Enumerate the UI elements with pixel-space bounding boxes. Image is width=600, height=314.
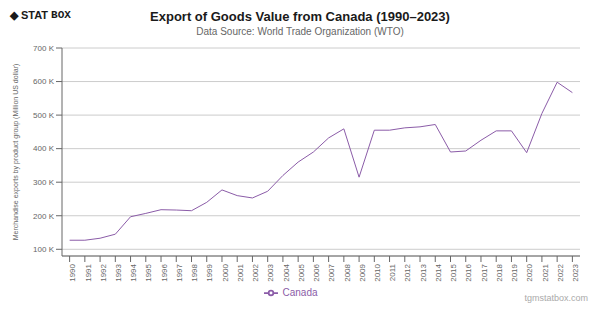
svg-text:2006: 2006	[312, 263, 321, 281]
html-text:Export of Goods Value from Can: Export of Goods Value from Canada (1990–…	[150, 9, 450, 24]
svg-text:2012: 2012	[403, 263, 412, 281]
svg-text:2020: 2020	[525, 263, 534, 281]
svg-text:2008: 2008	[343, 263, 352, 281]
svg-text:2003: 2003	[266, 263, 275, 281]
html-text:Data Source: World Trade Organ: Data Source: World Trade Organization (W…	[196, 26, 404, 37]
svg-text:1994: 1994	[129, 263, 138, 281]
svg-text:600 K: 600 K	[33, 77, 55, 86]
svg-text:2017: 2017	[480, 263, 489, 281]
svg-text:1997: 1997	[175, 263, 184, 281]
svg-text:200 K: 200 K	[33, 212, 55, 221]
svg-text:400 K: 400 K	[33, 144, 55, 153]
html-text:Canada: Canada	[282, 286, 318, 298]
svg-text:2013: 2013	[419, 263, 428, 281]
svg-text:100 K: 100 K	[33, 245, 55, 254]
svg-text:2010: 2010	[373, 263, 382, 281]
svg-text:2015: 2015	[449, 263, 458, 281]
svg-text:1998: 1998	[190, 263, 199, 281]
svg-text:300 K: 300 K	[33, 178, 55, 187]
svg-text:1992: 1992	[99, 263, 108, 281]
svg-text:2018: 2018	[495, 263, 504, 281]
svg-text:1990: 1990	[68, 263, 77, 281]
svg-text:2019: 2019	[510, 263, 519, 281]
svg-text:1991: 1991	[84, 263, 93, 281]
svg-text:1999: 1999	[205, 263, 214, 281]
svg-text:1996: 1996	[160, 263, 169, 281]
svg-text:2009: 2009	[358, 263, 367, 281]
svg-text:2004: 2004	[282, 263, 291, 281]
svg-text:2002: 2002	[251, 263, 260, 281]
svg-text:500 K: 500 K	[33, 111, 55, 120]
html-text:◆ STAT BOX: ◆ STAT BOX	[10, 9, 71, 21]
svg-text:2011: 2011	[388, 263, 397, 281]
svg-text:2001: 2001	[236, 263, 245, 281]
svg-text:Merchandise exports by product: Merchandise exports by product group (Mi…	[12, 64, 20, 241]
svg-text:700 K: 700 K	[33, 44, 55, 53]
svg-text:1995: 1995	[144, 263, 153, 281]
svg-text:2023: 2023	[571, 263, 580, 281]
html-text:tgmstatbox.com: tgmstatbox.com	[524, 293, 588, 303]
svg-text:2022: 2022	[556, 263, 565, 281]
svg-text:2021: 2021	[541, 263, 550, 281]
svg-text:1993: 1993	[114, 263, 123, 281]
svg-text:2005: 2005	[297, 263, 306, 281]
svg-text:2000: 2000	[221, 263, 230, 281]
svg-text:2007: 2007	[327, 263, 336, 281]
svg-text:2016: 2016	[464, 263, 473, 281]
svg-text:2014: 2014	[434, 263, 443, 281]
